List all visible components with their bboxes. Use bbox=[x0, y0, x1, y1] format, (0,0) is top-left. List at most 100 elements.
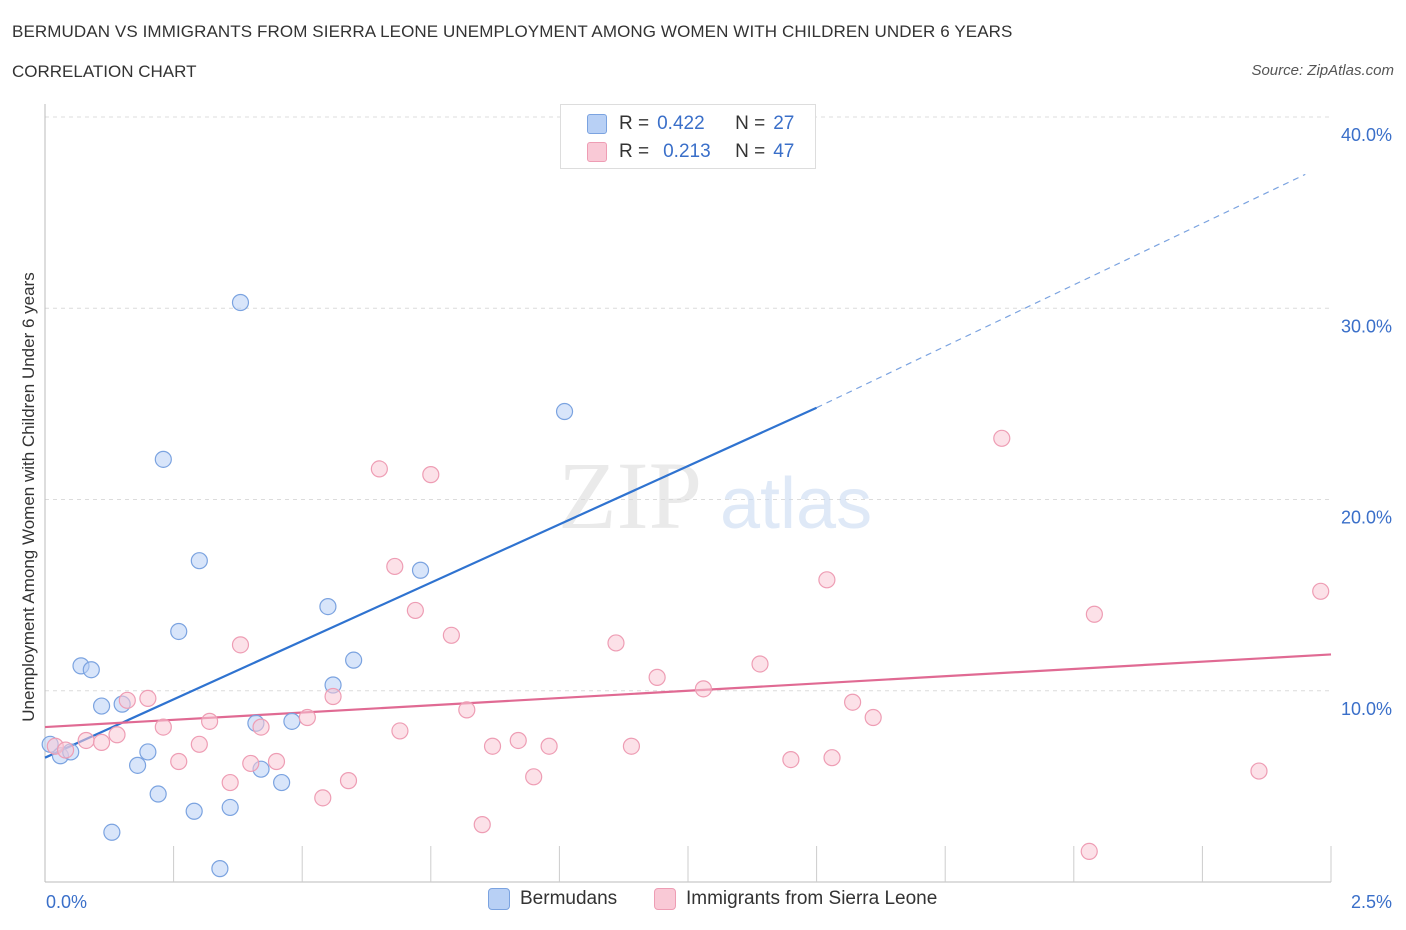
bermudans-trend-extension bbox=[816, 173, 1306, 409]
watermark-atlas: atlas bbox=[720, 464, 872, 544]
sierra-leone-point bbox=[1085, 605, 1103, 623]
x-tick-label: 0.0% bbox=[46, 892, 87, 912]
grid-lines bbox=[45, 116, 1331, 692]
sierra-leone-point bbox=[1250, 762, 1268, 780]
sierra-leone-point bbox=[1312, 582, 1330, 600]
bermudan-point bbox=[128, 756, 147, 774]
sierra-leone-point bbox=[622, 737, 641, 755]
r-label: R = bbox=[619, 113, 650, 134]
sierra-leone-point bbox=[77, 731, 95, 750]
sierra-leone-point bbox=[252, 718, 270, 736]
bermudan-point bbox=[139, 743, 157, 761]
bermudan-point bbox=[190, 552, 208, 570]
sierra-leone-point bbox=[324, 687, 342, 706]
bermudan-point bbox=[231, 293, 250, 312]
bermudan-point bbox=[221, 798, 239, 817]
sierra-leone-point bbox=[406, 601, 424, 620]
legend-item-bermudans[interactable]: Bermudans bbox=[488, 888, 617, 910]
sierra-leone-point bbox=[339, 772, 358, 790]
watermark-zip: ZIP bbox=[558, 442, 702, 549]
y-tick-label: 40.0% bbox=[1341, 125, 1392, 145]
sierra-leone-point bbox=[242, 754, 260, 773]
sierra-leone-point bbox=[648, 668, 666, 686]
series-legend: Bermudans Immigrants from Sierra Leone bbox=[0, 888, 1406, 916]
sierra-leone-point bbox=[314, 789, 332, 807]
correlation-legend: R = 0.422 N = 27 R = 0.213 N = 47 bbox=[560, 104, 816, 169]
bermudan-point bbox=[345, 651, 363, 669]
y-tick-label: 20.0% bbox=[1341, 508, 1392, 528]
sierra-leone-point bbox=[823, 749, 841, 767]
y-tick-label: 30.0% bbox=[1341, 316, 1392, 336]
bermudan-point bbox=[170, 622, 188, 641]
sierra-leone-point bbox=[509, 731, 527, 750]
legend-item-sierra-leone[interactable]: Immigrants from Sierra Leone bbox=[654, 888, 937, 910]
sierra-leone-point bbox=[607, 634, 625, 652]
source-label: Source: ZipAtlas.com bbox=[1251, 62, 1394, 79]
sierra-leone-point bbox=[391, 722, 409, 740]
sierra-leone-point bbox=[525, 768, 543, 786]
sierra-leone-point bbox=[540, 737, 558, 755]
bermudans-legend-label: Bermudans bbox=[520, 888, 618, 909]
bermudans-swatch bbox=[587, 114, 607, 134]
sierra-leone-point bbox=[694, 680, 713, 698]
sierra-leone-point bbox=[844, 693, 862, 711]
legend-row-bermudans: R = 0.422 N = 27 bbox=[587, 110, 794, 138]
sierra-leone-point bbox=[422, 466, 440, 484]
n-value: 47 bbox=[773, 141, 795, 162]
x-tick-label: 2.5% bbox=[1351, 892, 1392, 912]
sierra-leone-point bbox=[473, 816, 491, 834]
bermudan-point bbox=[411, 561, 430, 579]
bermudan-point bbox=[82, 661, 100, 679]
n-value: 27 bbox=[773, 113, 795, 134]
r-value: 0.422 bbox=[657, 113, 705, 134]
sierra-leone-point bbox=[458, 701, 476, 719]
bermudan-point bbox=[185, 802, 203, 820]
sierra-leone-point bbox=[139, 689, 157, 708]
bermudan-point bbox=[555, 402, 574, 421]
bermudan-point bbox=[154, 450, 172, 468]
sierra-leone-point bbox=[483, 737, 502, 755]
sierra-leone-swatch bbox=[587, 142, 607, 162]
bermudan-point bbox=[149, 785, 167, 803]
data-points bbox=[41, 293, 1330, 878]
bermudans-legend-swatch bbox=[488, 888, 510, 910]
sierra-leone-point bbox=[751, 655, 769, 673]
n-label: N = bbox=[735, 141, 766, 162]
sierra-leone-point bbox=[221, 773, 239, 792]
sierra-leone-point bbox=[386, 557, 404, 576]
sierra-leone-point bbox=[92, 733, 111, 751]
bermudan-point bbox=[103, 823, 121, 841]
sierra-leone-legend-label: Immigrants from Sierra Leone bbox=[686, 888, 938, 909]
sierra-leone-point bbox=[201, 712, 219, 730]
sierra-leone-point bbox=[154, 718, 172, 736]
chart-title: BERMUDAN VS IMMIGRANTS FROM SIERRA LEONE… bbox=[12, 22, 1013, 41]
bermudan-point bbox=[283, 712, 301, 730]
sierra-leone-trend-line bbox=[44, 653, 1332, 729]
bermudan-point bbox=[319, 597, 337, 616]
bermudan-point bbox=[211, 860, 229, 878]
sierra-leone-point bbox=[190, 735, 208, 753]
legend-row-sierra-leone: R = 0.213 N = 47 bbox=[587, 138, 794, 166]
bermudan-point bbox=[92, 697, 111, 715]
bermudan-point bbox=[273, 773, 291, 792]
sierra-leone-point bbox=[442, 626, 460, 644]
n-label: N = bbox=[735, 113, 766, 134]
sierra-leone-point bbox=[170, 752, 188, 771]
sierra-leone-point bbox=[118, 691, 136, 709]
sierra-leone-point bbox=[56, 741, 75, 759]
sierra-leone-legend-swatch bbox=[654, 888, 676, 910]
y-tick-label: 10.0% bbox=[1341, 699, 1392, 719]
tick-labels: 10.0% 20.0% 30.0% 40.0% 0.0% 2.5% bbox=[46, 125, 1392, 912]
sierra-leone-point bbox=[267, 752, 286, 771]
r-value: 0.213 bbox=[663, 141, 711, 162]
bermudans-trend-line bbox=[44, 406, 818, 759]
sierra-leone-point bbox=[818, 571, 836, 589]
sierra-leone-point bbox=[1080, 842, 1098, 861]
sierra-leone-point bbox=[298, 708, 316, 727]
r-label: R = bbox=[619, 141, 650, 162]
sierra-leone-point bbox=[231, 636, 250, 654]
watermark: ZIP atlas bbox=[558, 442, 872, 549]
trend-lines bbox=[44, 173, 1332, 759]
sierra-leone-point bbox=[782, 750, 800, 769]
